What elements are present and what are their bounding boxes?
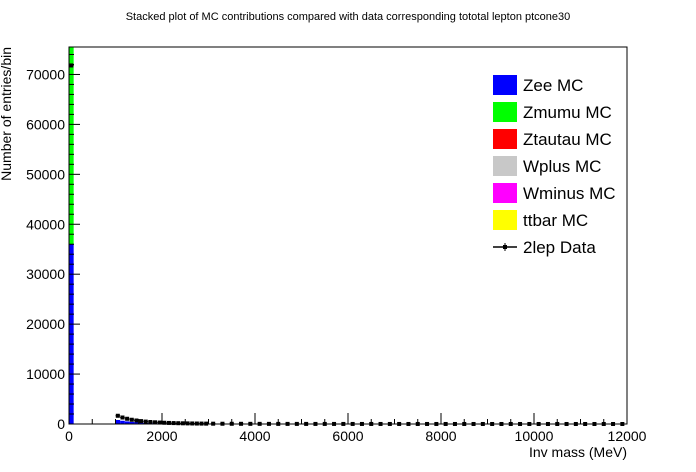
bar-zee-mc-4 <box>129 421 135 424</box>
data-point <box>189 421 195 426</box>
y-tick-label: 40000 <box>26 216 65 232</box>
bar-zee-mc-3 <box>124 421 130 424</box>
data-point <box>138 419 144 424</box>
y-axis: 0 10000 20000 30000 40000 50000 60000 70000 <box>26 53 80 432</box>
legend-entry: 2lep Data <box>493 238 596 257</box>
legend-entry: Wplus MC <box>493 156 601 176</box>
data-point <box>129 417 135 422</box>
x-tick-label: 2000 <box>146 428 177 444</box>
legend-label: Zmumu MC <box>523 103 612 122</box>
legend-swatch <box>493 129 517 149</box>
legend-entry: Ztautau MC <box>493 129 612 149</box>
y-axis-title: Number of entries/bin <box>0 47 14 181</box>
bar-zee-mc-2 <box>120 420 125 424</box>
x-tick-label: 10000 <box>515 428 554 444</box>
legend-swatch <box>493 75 517 95</box>
legend-swatch <box>493 102 517 122</box>
legend-label: Ztautau MC <box>523 130 612 149</box>
bar-zmumu-mc-0 <box>69 47 74 245</box>
data-point <box>152 420 158 425</box>
x-tick-label: 0 <box>65 428 73 444</box>
y-tick-label: 10000 <box>26 366 65 382</box>
bar-zee-mc-5 <box>134 422 139 424</box>
x-axis-title: Inv mass (MeV) <box>529 444 627 460</box>
bar-zee-mc-6 <box>138 422 144 424</box>
x-tick-label: 12000 <box>608 428 647 444</box>
y-tick-label: 50000 <box>26 166 65 182</box>
x-tick-label: 8000 <box>425 428 456 444</box>
data-point <box>115 413 121 418</box>
y-tick-label: 20000 <box>26 316 65 332</box>
legend-label: 2lep Data <box>523 238 596 257</box>
data-point <box>124 416 130 421</box>
x-tick-label: 4000 <box>239 428 270 444</box>
chart-title: Stacked plot of MC contributions compare… <box>126 11 571 23</box>
legend: Zee MC Zmumu MC Ztautau MC Wplus MC Wminus M… <box>493 75 616 257</box>
data-point <box>180 421 186 426</box>
legend-label: ttbar MC <box>523 211 588 230</box>
data-point <box>185 421 190 426</box>
data-point <box>162 420 167 425</box>
data-point <box>120 415 125 420</box>
legend-label: Wminus MC <box>523 184 616 203</box>
data-point <box>134 418 139 423</box>
data-point <box>148 420 153 425</box>
legend-swatch <box>493 183 517 203</box>
x-axis: 0 2000 4000 6000 8000 10000 12000 <box>65 413 647 444</box>
data-point <box>166 420 172 425</box>
legend-entry: Wminus MC <box>493 183 616 203</box>
data-point <box>157 420 162 425</box>
y-tick-label: 0 <box>57 416 65 432</box>
data-point <box>171 421 176 426</box>
bar-zee-mc-1 <box>115 420 121 424</box>
y-tick-label: 30000 <box>26 266 65 282</box>
x-tick-label: 6000 <box>332 428 363 444</box>
legend-entry: Zmumu MC <box>493 102 612 122</box>
legend-swatch <box>493 210 517 230</box>
legend-label: Wplus MC <box>523 157 601 176</box>
y-tick-label: 70000 <box>26 66 65 82</box>
legend-entry: ttbar MC <box>493 210 588 230</box>
data-point <box>175 421 181 426</box>
legend-swatch <box>493 156 517 176</box>
data-point <box>143 419 149 424</box>
legend-label: Zee MC <box>523 76 583 95</box>
legend-entry: Zee MC <box>493 75 583 95</box>
y-tick-label: 60000 <box>26 116 65 132</box>
